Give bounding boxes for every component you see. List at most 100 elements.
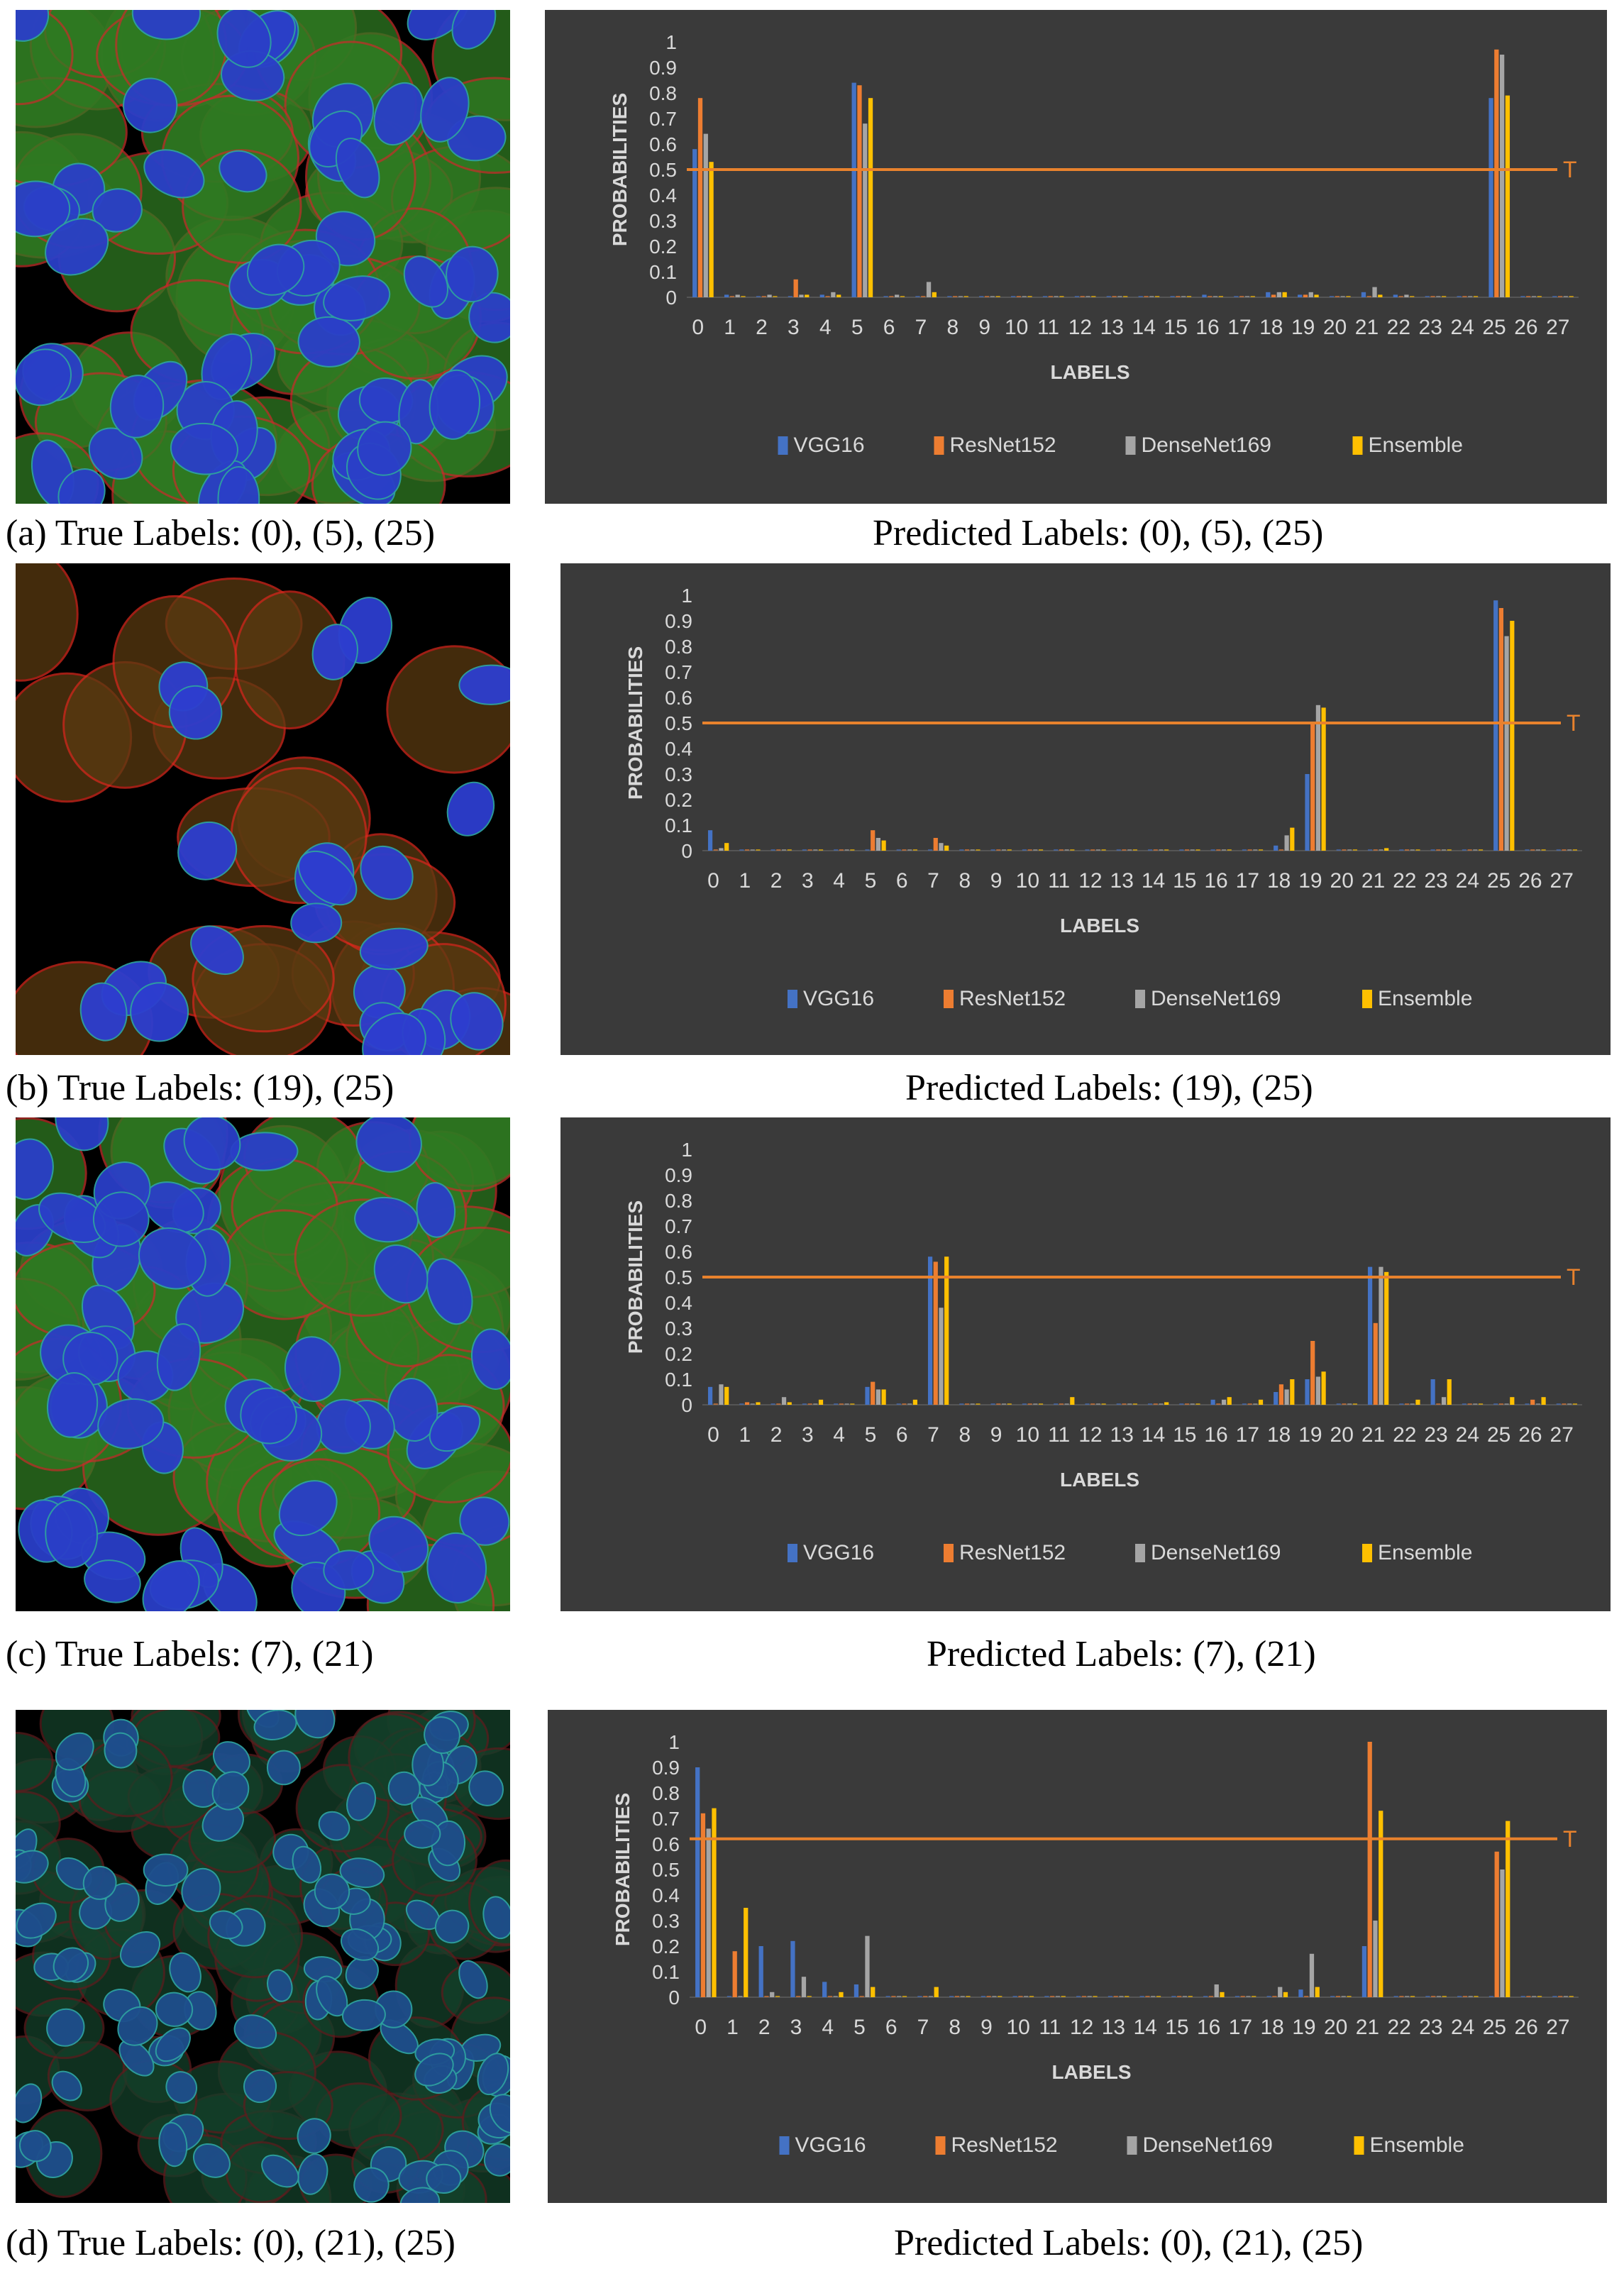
legend-swatch: [944, 1544, 954, 1562]
x-tick-label: 22: [1387, 316, 1410, 339]
true-labels-caption: (b) True Labels: (19), (25): [6, 1068, 394, 1108]
legend-swatch: [1354, 2136, 1364, 2155]
x-tick-label: 12: [1078, 1423, 1102, 1447]
y-axis-label: PROBABILITIES: [624, 1200, 646, 1354]
bar: [1127, 849, 1132, 851]
bar: [970, 849, 975, 851]
bar: [1505, 95, 1510, 297]
bar: [996, 849, 1001, 851]
x-tick-label: 14: [1132, 316, 1156, 339]
bar: [1090, 849, 1095, 851]
y-tick-label: 0.2: [649, 236, 677, 258]
legend-item: VGG16: [788, 987, 874, 1010]
bar: [1247, 849, 1252, 851]
legend-label: Ensemble: [1378, 1541, 1472, 1564]
x-tick-label: 7: [927, 869, 939, 893]
bar: [1572, 849, 1577, 851]
x-tick-label: 2: [756, 316, 768, 339]
bar: [933, 838, 938, 851]
bar: [947, 296, 952, 297]
legend-item: Ensemble: [1362, 1541, 1472, 1564]
x-tick-label: 5: [865, 869, 877, 893]
bar: [926, 282, 932, 297]
x-tick-label: 9: [978, 316, 990, 339]
y-axis: 0 0.1 0.2 0.3 0.4 0.5 0.6 0.7 0.8 0.9 1: [649, 31, 677, 309]
x-tick-label: 23: [1424, 869, 1447, 893]
y-tick-label: 0.9: [649, 57, 677, 79]
bar: [1441, 296, 1447, 297]
bar: [1070, 1397, 1075, 1405]
bar: [709, 162, 714, 297]
legend-label: ResNet152: [951, 2133, 1058, 2157]
bar: [1308, 292, 1313, 297]
bar: [1467, 849, 1472, 851]
bar: [764, 1996, 769, 1997]
bar: [739, 849, 744, 851]
y-tick-label: 0.3: [665, 1318, 692, 1340]
bar: [1007, 849, 1012, 851]
bar: [981, 1996, 986, 1997]
bar: [1027, 1403, 1032, 1405]
bar: [1001, 1403, 1007, 1405]
predicted-labels-caption: Predicted Labels: (0), (5), (25): [873, 513, 1324, 553]
bar: [1116, 849, 1121, 851]
legend-label: DenseNet169: [1143, 2133, 1273, 2157]
x-tick-label: 5: [851, 316, 863, 339]
y-tick-label: 1: [681, 1139, 692, 1161]
bar: [1181, 296, 1186, 297]
bar: [1054, 1403, 1059, 1405]
bar: [1234, 1996, 1240, 1997]
bar: [807, 1403, 812, 1405]
bar: [1016, 296, 1022, 297]
bar: [1054, 849, 1059, 851]
bar: [1309, 1953, 1315, 1997]
y-tick-label: 0: [668, 1987, 680, 2009]
series-densenet169: [719, 1266, 1572, 1405]
x-tick-label: 25: [1482, 316, 1506, 339]
bar: [1335, 296, 1340, 297]
bar: [1298, 294, 1303, 297]
series-ensemble: [724, 621, 1577, 851]
x-tick-label: 19: [1291, 316, 1315, 339]
legend-label: ResNet152: [959, 1541, 1066, 1564]
y-tick-label: 0.4: [652, 1884, 680, 1906]
series-resnet152: [700, 1742, 1563, 1997]
bar: [875, 838, 880, 851]
bar: [1272, 1996, 1277, 1997]
bar: [744, 1908, 749, 1997]
legend-label: DenseNet169: [1151, 1541, 1281, 1564]
x-tick-label: 10: [1016, 1423, 1039, 1447]
bar: [859, 1996, 864, 1997]
bar: [735, 294, 740, 297]
bar: [1290, 1379, 1295, 1405]
bar: [990, 1403, 995, 1405]
bar: [1504, 636, 1509, 851]
bar: [902, 1996, 907, 1997]
x-tick-label: 10: [1006, 2016, 1029, 2039]
predicted-labels-caption: Predicted Labels: (0), (21), (25): [894, 2223, 1364, 2263]
bar: [1537, 1996, 1542, 1997]
bar: [1101, 849, 1106, 851]
bar: [966, 1996, 971, 1997]
x-tick-label: 25: [1483, 2016, 1506, 2039]
x-tick-label: 5: [854, 2016, 866, 2039]
bar: [923, 1996, 928, 1997]
bar: [1436, 1403, 1441, 1405]
y-tick-label: 0: [681, 1394, 692, 1416]
bar: [1250, 296, 1255, 297]
legend-swatch: [778, 436, 788, 455]
x-tick-label: 19: [1298, 1423, 1322, 1447]
bar: [1284, 1389, 1289, 1405]
x-tick-label: 27: [1550, 1423, 1574, 1447]
bar: [1467, 1403, 1472, 1405]
bar: [1159, 1403, 1164, 1405]
bar: [1373, 849, 1378, 851]
bar: [1379, 849, 1383, 851]
bar: [1253, 849, 1258, 851]
bar: [1430, 296, 1435, 297]
bar: [1405, 1996, 1410, 1997]
bar: [713, 849, 718, 851]
bar: [865, 1935, 870, 1997]
bar: [1410, 1996, 1415, 1997]
bar: [1208, 296, 1213, 297]
